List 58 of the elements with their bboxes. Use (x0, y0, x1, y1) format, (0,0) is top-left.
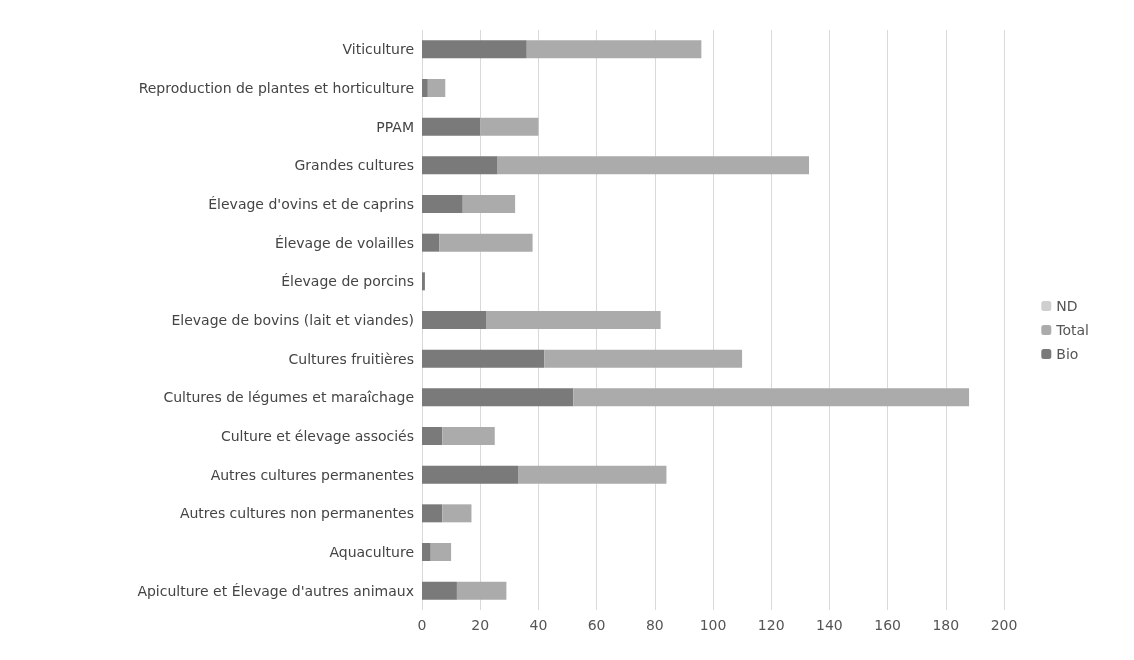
bar (430, 543, 452, 561)
y-tick-label: Cultures fruitières (288, 350, 414, 367)
bar (573, 388, 970, 407)
bar (422, 465, 519, 484)
y-tick-label: Autres cultures permanentes (210, 466, 414, 483)
x-tick-label: 20 (471, 617, 490, 633)
y-tick-label: PPAM (376, 118, 414, 135)
y-tick-label: Elevage de bovins (lait et viandes) (171, 312, 414, 328)
y-tick-label: Élevage de porcins (281, 273, 414, 290)
bar (497, 156, 810, 175)
bar (422, 427, 443, 445)
bar (442, 427, 495, 445)
bar (422, 156, 498, 175)
y-tick-label: Viticulture (342, 41, 414, 58)
y-tick-label: Grandes cultures (294, 157, 414, 174)
bar (422, 195, 463, 213)
bar (422, 388, 574, 407)
legend-label: ND (1056, 298, 1078, 314)
bar (422, 581, 457, 600)
bar (427, 79, 446, 97)
legend-label: Bio (1056, 346, 1079, 362)
x-tick-label: 180 (932, 617, 960, 633)
bar (422, 40, 527, 59)
bar (462, 195, 516, 213)
y-tick-label: Cultures de légumes et maraîchage (163, 389, 414, 406)
bar (422, 272, 425, 291)
x-tick-label: 200 (990, 617, 1018, 633)
bar (422, 504, 443, 523)
y-tick-label: Reproduction de plantes et horticulture (138, 80, 414, 96)
legend-label: Total (1055, 322, 1090, 338)
y-tick-label: Élevage d'ovins et de caprins (208, 196, 414, 212)
bar (456, 581, 507, 600)
y-tick-label: Apiculture et Élevage d'autres animaux (137, 582, 414, 599)
bar (422, 79, 428, 97)
y-tick-label: Aquaculture (329, 544, 414, 560)
x-tick-label: 120 (757, 617, 785, 633)
bar (422, 311, 487, 329)
x-tick-label: 160 (874, 617, 901, 633)
y-tick-label: Culture et élevage associés (220, 428, 414, 444)
x-tick-label: 60 (587, 617, 606, 633)
bar (422, 543, 431, 561)
x-tick-label: 80 (645, 617, 664, 633)
bar (526, 40, 702, 59)
bar (480, 117, 539, 136)
x-tick-label: 100 (699, 617, 727, 633)
bar (518, 465, 667, 484)
x-tick-label: 40 (529, 617, 548, 633)
bar (422, 349, 545, 368)
bar (422, 117, 481, 136)
bar (442, 504, 472, 523)
y-tick-label: Élevage de volailles (274, 234, 414, 251)
y-tick-label: Autres cultures non permanentes (179, 505, 414, 522)
x-tick-label: 140 (816, 617, 843, 633)
bar (544, 349, 743, 368)
x-tick-label: 0 (417, 617, 427, 633)
bar (439, 233, 533, 252)
bar (486, 311, 661, 329)
bar (422, 233, 440, 252)
